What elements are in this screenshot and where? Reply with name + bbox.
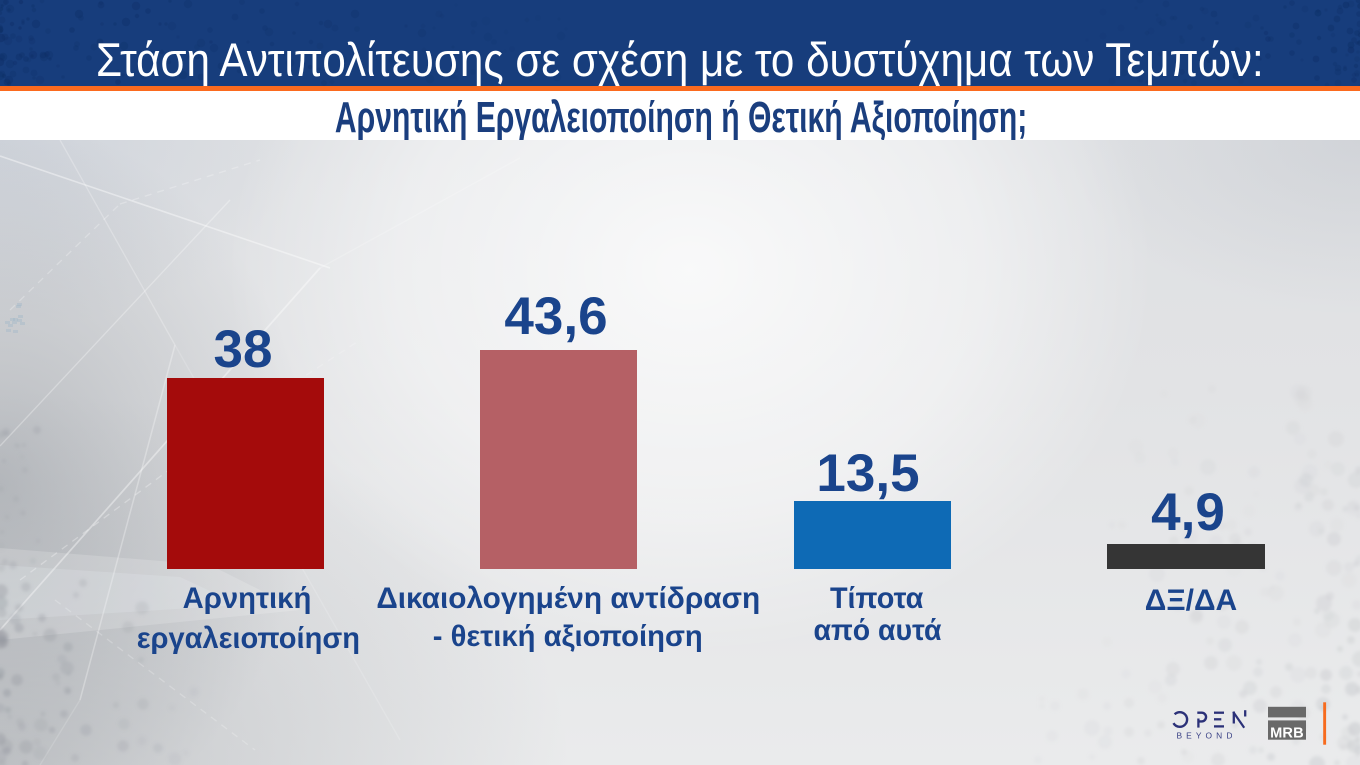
svg-text:MRB: MRB [1270,725,1304,741]
svg-text:BEYOND: BEYOND [1177,730,1237,740]
